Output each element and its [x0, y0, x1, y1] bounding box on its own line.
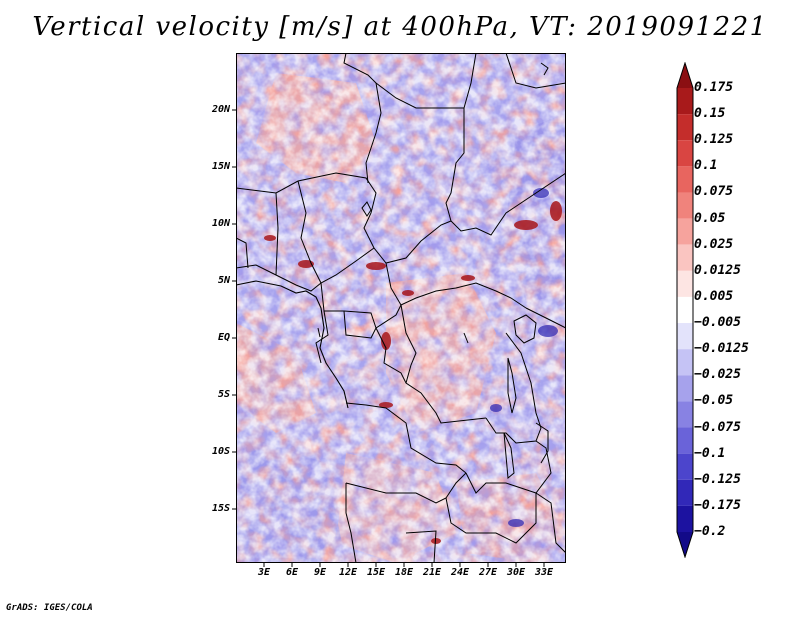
map-frame — [236, 53, 566, 563]
plot-title: Vertical velocity [m/s] at 400hPa, VT: 2… — [32, 12, 768, 42]
colorbar-level-label: 0.005 — [694, 288, 734, 304]
lat-label: EQ — [217, 332, 230, 343]
colorbar-level-label: −0.0125 — [694, 341, 749, 357]
lat-label: 5N — [217, 275, 230, 286]
lon-label: 30E — [506, 567, 526, 578]
colorbar-level-label: 0.125 — [694, 132, 734, 148]
colorbar-bin — [677, 114, 693, 141]
colorbar-level-label: −0.2 — [694, 524, 726, 539]
colorbar-bin — [677, 479, 693, 506]
grads-credit: GrADS: IGES/COLA — [6, 603, 93, 613]
lon-label: 15E — [366, 567, 386, 578]
colorbar-level-label: 0.025 — [694, 236, 734, 252]
lat-label: 10S — [211, 446, 230, 457]
lon-label: 12E — [338, 567, 358, 578]
lat-label: 10N — [211, 218, 230, 229]
strong-updraft-cells — [264, 201, 562, 544]
strong-downdraft-cells — [490, 188, 558, 527]
colorbar-level-label: 0.15 — [694, 106, 726, 122]
colorbar-bin — [677, 218, 693, 245]
colorbar-bin — [677, 296, 693, 324]
vertical-velocity-field — [236, 53, 566, 563]
colorbar-level-label: 0.075 — [694, 184, 734, 200]
map-panel — [236, 53, 566, 563]
lon-label: 18E — [394, 567, 414, 578]
colorbar-level-label: −0.005 — [694, 315, 741, 331]
colorbar-bin — [677, 401, 693, 428]
colorbar-level-label: 0.1 — [694, 158, 718, 174]
colorbar-bin — [677, 375, 693, 402]
colorbar-bin — [677, 323, 693, 350]
colorbar-level-label: 0.0125 — [694, 262, 741, 278]
lon-label: 33E — [534, 567, 554, 578]
colorbar-level-label: −0.05 — [694, 393, 734, 409]
colorbar-bin — [677, 244, 693, 271]
lakes — [317, 201, 549, 479]
colorbar-level-label: −0.025 — [694, 367, 741, 383]
lon-label: 21E — [422, 567, 442, 578]
colorbar-bin — [677, 349, 693, 376]
colorbar-bin — [677, 63, 693, 88]
colorbar-level-label: −0.175 — [694, 497, 741, 513]
colorbar-level-label: 0.05 — [694, 210, 726, 226]
colorbar-bin — [677, 140, 693, 167]
texture-white — [236, 53, 566, 563]
lon-label: 3E — [257, 567, 271, 578]
colorbar-bin — [677, 505, 693, 532]
colorbar-bin — [677, 427, 693, 454]
lon-label: 24E — [450, 567, 470, 578]
colorbar — [676, 62, 694, 558]
lon-label: 6E — [285, 567, 299, 578]
lat-label: 15N — [211, 161, 230, 172]
lat-label: 20N — [211, 104, 230, 115]
colorbar-level-label: −0.075 — [694, 419, 741, 435]
colorbar-bin — [677, 166, 693, 193]
lat-label: 5S — [217, 389, 230, 400]
colorbar-level-label: −0.1 — [694, 445, 726, 461]
colorbar-bin — [677, 192, 693, 219]
coastline — [236, 280, 349, 409]
lat-label: 15S — [211, 503, 230, 514]
colorbar-bin — [677, 270, 693, 297]
colorbar-bin — [677, 453, 693, 480]
colorbar-bin — [677, 88, 693, 115]
colorbar-bin — [677, 532, 693, 557]
lon-label: 9E — [313, 567, 327, 578]
colorbar-outline — [676, 62, 694, 558]
colorbar-level-label: −0.125 — [694, 471, 741, 487]
colorbar-level-label: 0.175 — [694, 80, 734, 95]
lon-label: 27E — [478, 567, 498, 578]
